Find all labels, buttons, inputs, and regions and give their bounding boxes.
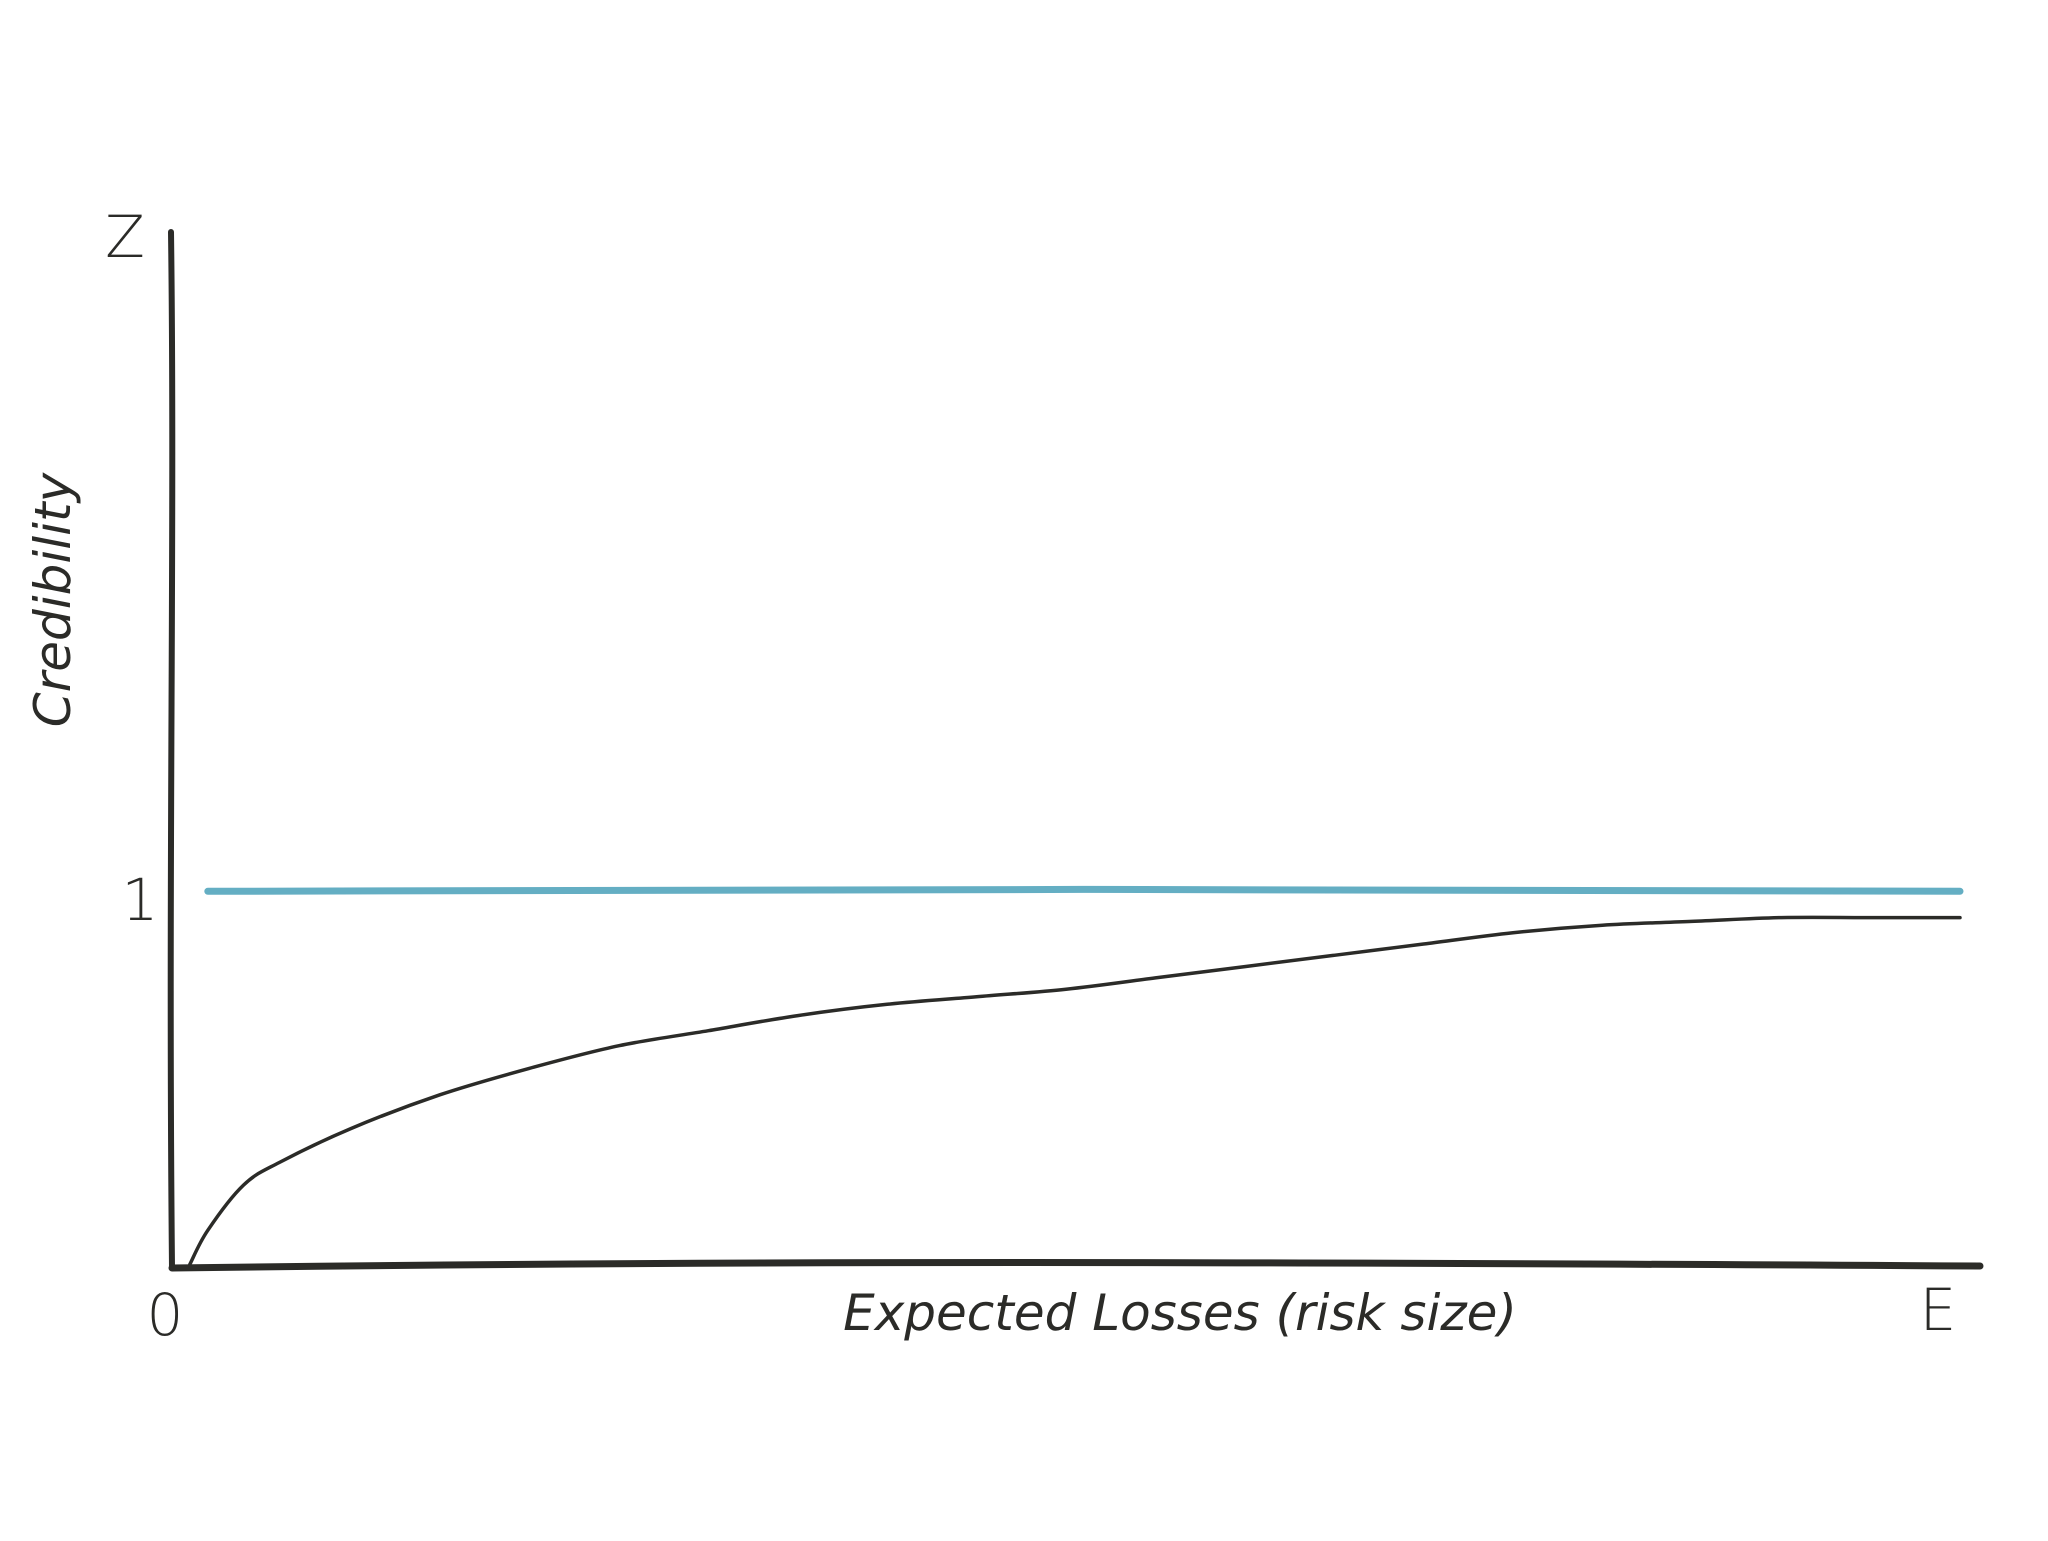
credibility-curve	[188, 915, 1962, 1266]
y-axis	[167, 229, 176, 1271]
x-axis	[168, 1259, 1984, 1272]
y-tick-label-one: 1	[122, 866, 159, 934]
y-axis-label: Credibility	[24, 471, 82, 727]
full-credibility-line	[204, 885, 1964, 895]
x-tick-label-origin: 0	[147, 1281, 184, 1349]
y-tick-label-z: Z	[105, 203, 145, 271]
x-tick-label-e: E	[1920, 1276, 1957, 1344]
x-axis-label: Expected Losses (risk size)	[843, 1284, 1517, 1342]
